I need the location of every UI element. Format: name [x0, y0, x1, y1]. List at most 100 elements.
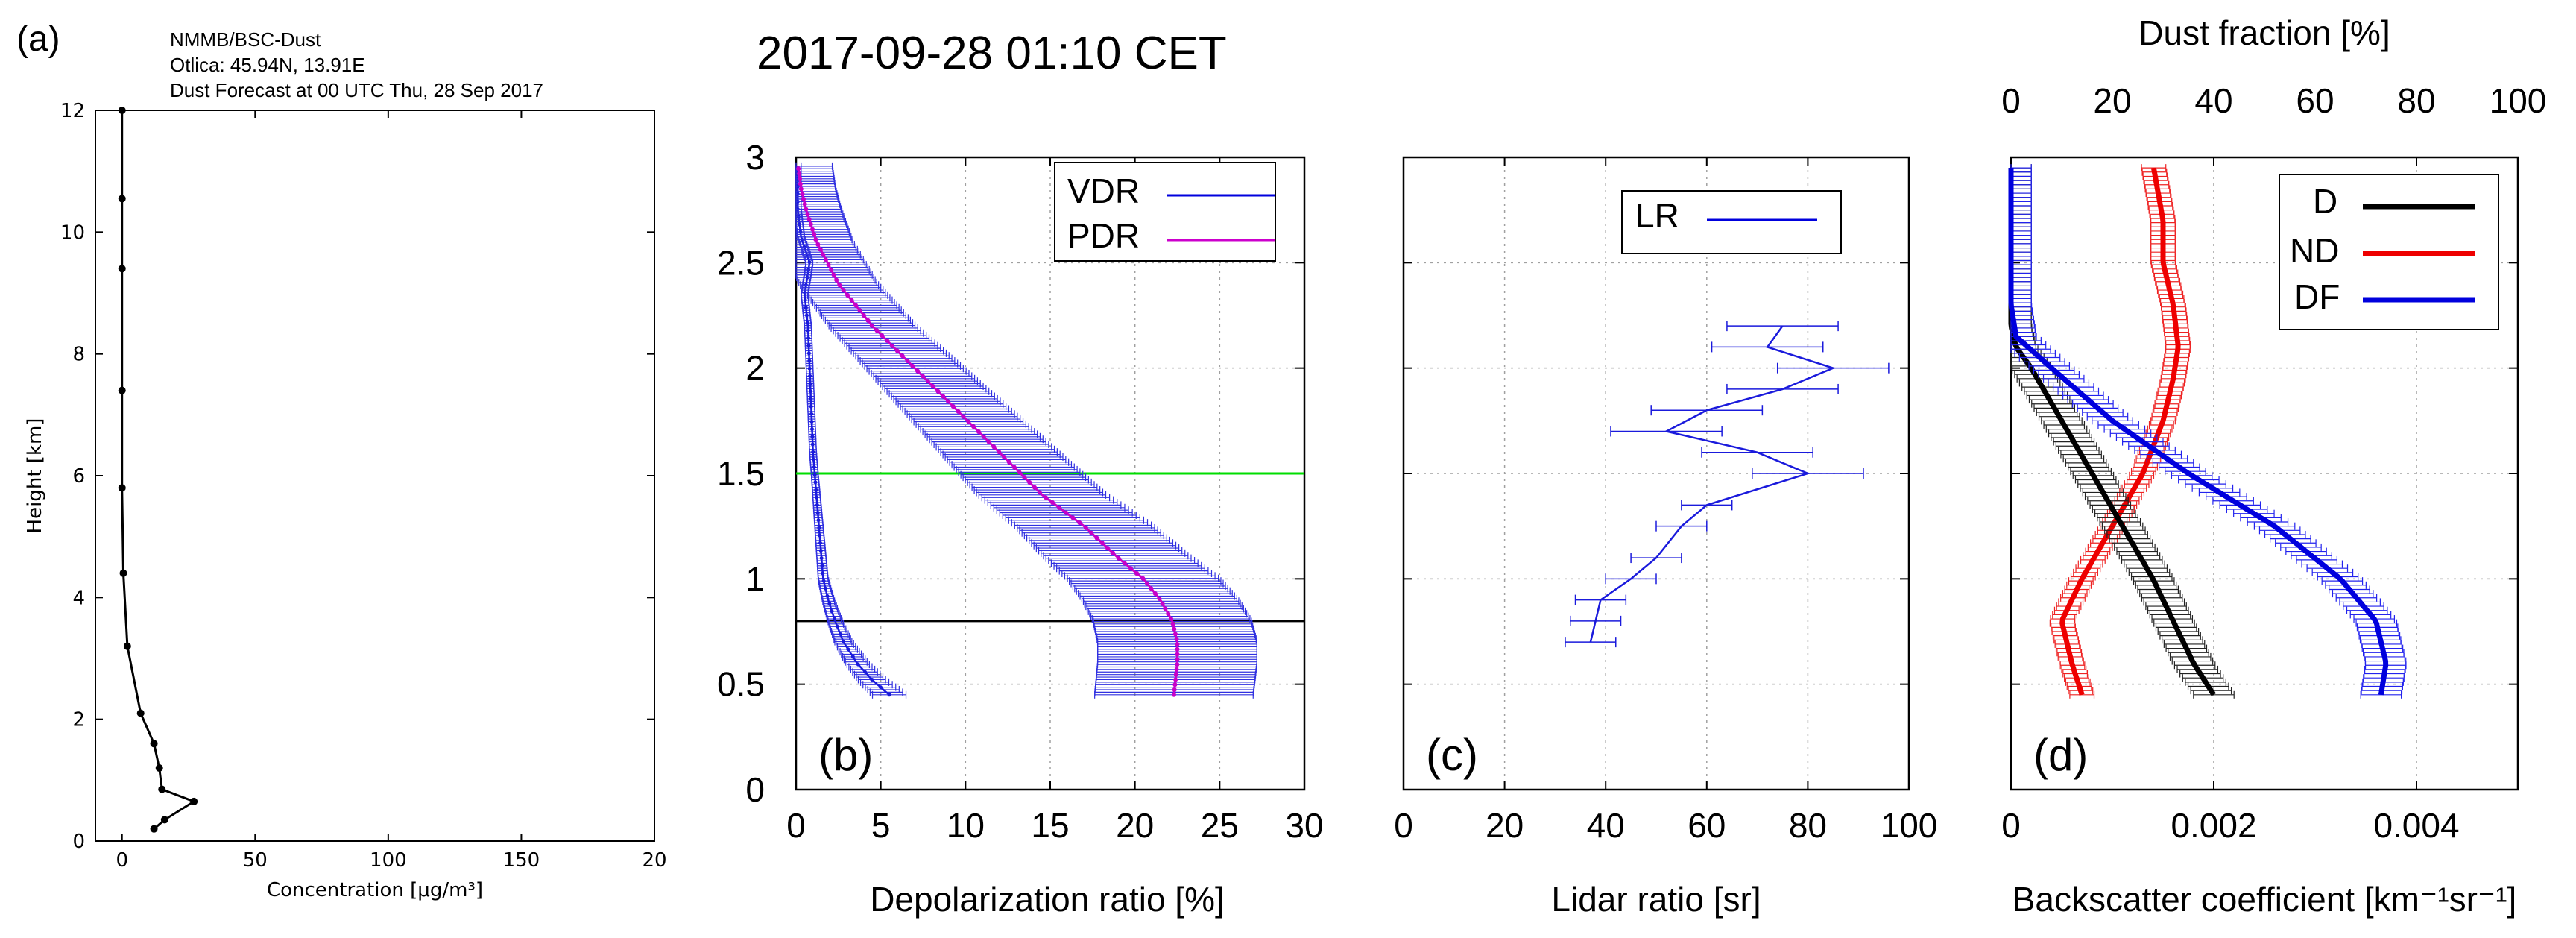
panel-b-vdr-point: [832, 617, 836, 621]
panel-b-pdr-point: [853, 303, 859, 308]
panel-b-pdr-point: [1149, 586, 1154, 591]
legend-d-label: D: [2313, 182, 2337, 221]
panel-c-lr-line: [1589, 325, 1836, 643]
panel-b-pdr-point: [826, 262, 831, 268]
panel-b-pdr-point: [1173, 677, 1178, 682]
panel-b-pdr-point: [1152, 591, 1158, 597]
panel-b-vdr-point: [835, 624, 839, 629]
panel-b-vdr-point: [816, 518, 821, 523]
panel-b-pdr-point: [796, 166, 801, 171]
panel-b-pdr-point: [1166, 611, 1171, 617]
panel-b-vdr-point: [815, 503, 819, 507]
panel-b-pdr-point: [1111, 550, 1116, 555]
panel-a-dust-point: [123, 642, 131, 650]
panel-b-pdr-point: [1022, 475, 1027, 480]
panel-b-vdr-point: [813, 480, 818, 485]
panel-d-x2tick-label: 20: [2093, 81, 2131, 120]
panel-a-dust-point: [118, 195, 126, 203]
panel-b-xtick-label: 10: [947, 806, 985, 845]
panel-b-pdr-point: [920, 374, 925, 379]
panel-b-pdr-point: [806, 217, 812, 222]
panel-b-pdr-point: [1037, 490, 1042, 495]
panel-b-label: (b): [818, 730, 873, 780]
panel-b-pdr-point: [1122, 561, 1127, 566]
panel-b-vdr-point: [819, 556, 824, 561]
panel-b-xlabel: Depolarization ratio [%]: [870, 880, 1225, 919]
panel-a: (a) NMMB/BSC-Dust Otlica: 45.94N, 13.91E…: [16, 19, 667, 901]
panel-b-xtick-label: 20: [1116, 806, 1154, 845]
panel-a-label: (a): [16, 19, 60, 59]
panel-b-pdr-point: [1172, 632, 1178, 637]
panel-a-dust-point: [150, 825, 158, 833]
panel-d-x2tick-label: 100: [2490, 81, 2547, 120]
panel-b-pdr-point: [905, 359, 910, 364]
panel-b-pdr-point: [801, 196, 806, 201]
panel-b-pdr-point: [1070, 515, 1076, 520]
legend-nd-label: ND: [2290, 231, 2339, 270]
panel-d-xtick-label: 0.004: [2373, 806, 2459, 845]
panel-d-x2tick-label: 80: [2397, 81, 2435, 120]
panel-b-pdr-point: [1057, 505, 1062, 510]
panel-a-ytick-label: 10: [60, 221, 85, 244]
panel-b-vdr-point: [830, 609, 834, 614]
panel-b-xtick-label: 25: [1201, 806, 1239, 845]
panel-b-pdr-point: [880, 333, 885, 339]
panel-b-pdr-point: [874, 328, 880, 333]
panel-b-ytick-label: 1: [745, 559, 765, 598]
panel-c-xtick-label: 20: [1486, 806, 1524, 845]
panel-b-xtick-label: 15: [1031, 806, 1069, 845]
panel-b-ytick-label: 1.5: [717, 454, 765, 493]
panel-b-pdr-point: [894, 348, 900, 353]
panel-a-dust-point: [118, 107, 126, 114]
panel-b-pdr-point: [834, 277, 839, 283]
panel-a-ytick-label: 6: [72, 465, 85, 488]
panel-b-vdr-point: [841, 640, 845, 644]
panel-b-vdr-point: [846, 647, 850, 652]
panel-d-df-line: [2008, 168, 2389, 696]
panel-b-pdr-point: [1017, 470, 1022, 475]
legend-df-label: DF: [2294, 277, 2340, 316]
panel-b-vdr-point: [878, 685, 883, 690]
panel-d-x2label: Dust fraction [%]: [2138, 13, 2390, 52]
panel-b-pdr-point: [829, 267, 834, 272]
panel-b-vdr-point: [838, 632, 842, 636]
panel-b-pdr-point: [925, 379, 930, 384]
panel-a-dust-point: [118, 386, 126, 394]
panel-b-vdr-point: [818, 541, 823, 545]
panel-d-xtick-label: 0: [2001, 806, 2021, 845]
panel-a-frame: [95, 110, 655, 842]
panel-b-vdr-point: [804, 313, 809, 318]
panel-b-pdr-point: [800, 192, 805, 197]
panel-b-pdr-point: [910, 363, 915, 368]
panel-b-xtick-label: 0: [786, 806, 806, 845]
legend-vdr-label: VDR: [1067, 171, 1140, 210]
panel-a-header-model: NMMB/BSC-Dust: [170, 28, 321, 51]
panel-b-pdr-point: [810, 227, 815, 232]
panel-a-dust-point: [136, 709, 145, 717]
panel-b-vdr-point: [806, 344, 811, 348]
panel-b-pdr-point: [1134, 570, 1140, 576]
panel-b-pdr-point: [849, 298, 854, 303]
panel-b-pdr-point: [1169, 617, 1174, 622]
panel-c-label: (c): [1426, 730, 1478, 780]
panel-b-pdr-point: [865, 318, 871, 323]
panel-a-header-site: Otlica: 45.94N, 13.91E: [170, 54, 365, 76]
panel-b-pdr-point: [1172, 682, 1178, 687]
panel-b-vdr-point: [818, 548, 823, 553]
panel-b-pdr-point: [1175, 652, 1180, 657]
panel-b-pdr-point: [930, 383, 935, 388]
panel-a-dust-line: [121, 110, 197, 830]
panel-b-pdr-point: [1116, 555, 1121, 561]
panel-b-vdr-point: [815, 495, 819, 500]
panel-b-pdr-point: [885, 338, 890, 343]
panel-b-pdr-point: [1175, 662, 1180, 667]
legend-pdr-label: PDR: [1067, 216, 1140, 255]
panel-a-dust-point: [150, 740, 158, 748]
panel-b-pdr-point: [797, 171, 802, 177]
panel-b-vdr-point: [806, 336, 811, 341]
panel-b-pdr-point: [1077, 520, 1082, 526]
panel-d-xtick-label: 0.002: [2171, 806, 2256, 845]
panel-b-pdr-point: [1171, 692, 1176, 697]
panel-b-pdr-point: [1027, 479, 1032, 485]
